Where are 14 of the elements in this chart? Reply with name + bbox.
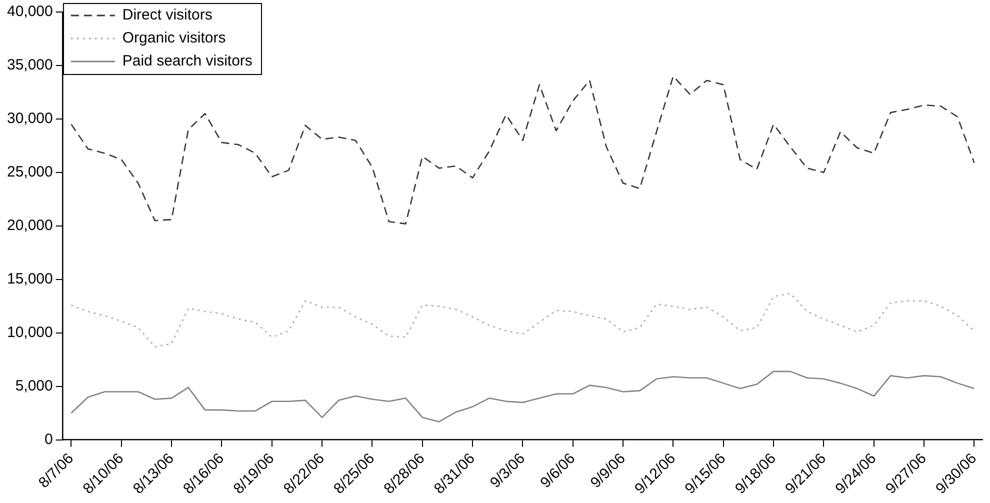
legend-label: Organic visitors: [122, 30, 226, 47]
line-series: [70, 292, 975, 348]
y-tick-label: 5,000: [15, 378, 53, 395]
y-tick-label: 40,000: [6, 3, 53, 20]
y-tick-label: 10,000: [6, 324, 53, 342]
y-tick-label: 15,000: [6, 270, 53, 288]
line-series: [70, 76, 975, 224]
legend-label: Paid search visitors: [122, 52, 252, 70]
y-tick-label: 35,000: [6, 56, 53, 74]
legend-label: Direct visitors: [122, 6, 212, 24]
y-tick-label: 30,000: [6, 110, 53, 128]
y-tick-label: 20,000: [6, 217, 53, 234]
y-tick-label: 0: [44, 431, 53, 448]
y-tick-label: 25,000: [6, 164, 53, 181]
